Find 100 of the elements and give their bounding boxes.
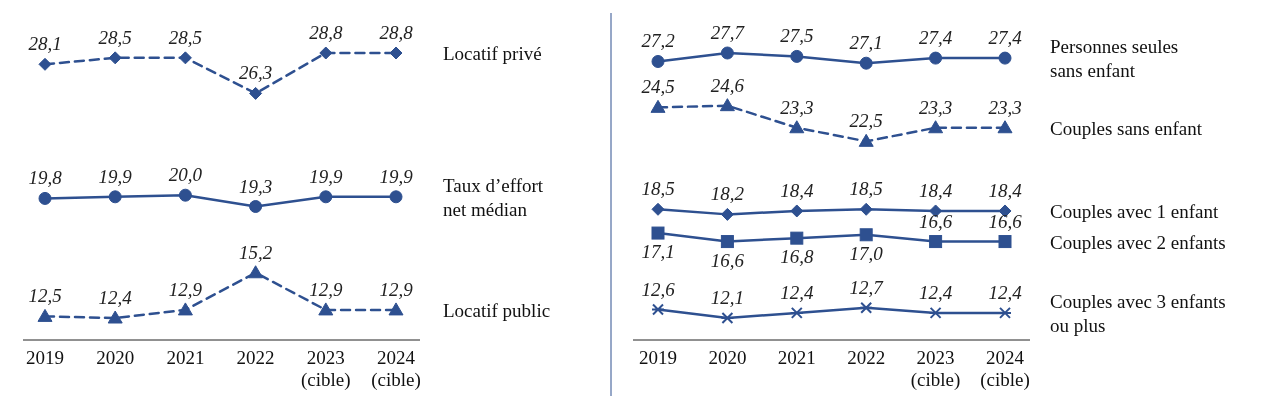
point	[998, 306, 1012, 319]
text: Taux d’effort net médian	[443, 174, 544, 220]
data-label: 27,1	[849, 32, 883, 54]
point	[177, 302, 193, 316]
data-label: 23,3	[988, 96, 1022, 118]
data-label: 12,4	[918, 281, 953, 303]
data-label: 18,5	[641, 178, 675, 200]
data-label: 12,7	[849, 276, 885, 298]
data-label: 12,4	[98, 287, 133, 308]
point	[720, 235, 734, 249]
text: Couples avec 1 enfant	[1050, 200, 1220, 222]
point	[859, 301, 874, 314]
x-tick-label: 2021	[166, 347, 205, 368]
point	[108, 51, 122, 65]
data-label: 28,5	[98, 26, 132, 48]
point	[720, 207, 734, 221]
x-tick-label: 2020	[96, 347, 135, 368]
data-label: 27,4	[918, 27, 953, 49]
data-label: 19,9	[309, 165, 343, 187]
point	[108, 190, 122, 204]
point	[998, 51, 1012, 65]
data-label: 28,8	[309, 22, 343, 43]
data-label: 28,5	[168, 26, 203, 48]
point	[38, 57, 52, 71]
data-label: 16,6	[710, 249, 745, 271]
point	[929, 51, 943, 65]
data-label: 18,4	[780, 179, 814, 201]
point	[859, 202, 873, 216]
data-label: 12,1	[710, 287, 745, 308]
data-label: 19,9	[379, 165, 414, 187]
data-label: 19,8	[28, 167, 63, 189]
point	[720, 46, 734, 60]
x-tick-label: 2023 (cible)	[301, 347, 351, 391]
point	[928, 306, 943, 319]
data-label: 12,9	[168, 278, 203, 300]
point	[319, 190, 333, 204]
point	[790, 231, 804, 245]
data-label: 22,5	[849, 110, 883, 132]
data-label: 16,6	[988, 210, 1023, 232]
point	[720, 312, 735, 324]
x-tick-label: 2023 (cible)	[910, 347, 961, 391]
text: Couples sans enfant	[1050, 117, 1203, 139]
point	[249, 86, 263, 100]
point	[650, 99, 666, 113]
point	[859, 56, 873, 70]
data-label: 27,4	[988, 27, 1023, 49]
data-label: 17,0	[849, 242, 884, 264]
point	[651, 54, 665, 68]
data-label: 23,3	[780, 96, 814, 118]
point	[38, 191, 52, 205]
point	[37, 308, 53, 322]
text: Couples avec 2 enfants	[1050, 231, 1226, 253]
x-tick-label: 2022	[236, 347, 275, 368]
point	[790, 204, 804, 218]
point	[789, 120, 805, 134]
x-tick-label: 2020	[708, 347, 747, 368]
data-label: 12,4	[988, 281, 1023, 303]
text: Locatif privé	[443, 43, 542, 64]
data-label: 12,6	[641, 278, 676, 300]
x-tick-label: 2024 (cible)	[980, 347, 1030, 391]
data-label: 15,2	[238, 241, 273, 263]
point	[389, 190, 403, 204]
data-label: 16,8	[780, 246, 814, 268]
data-label: 19,9	[98, 165, 133, 187]
data-label: 28,1	[28, 33, 62, 55]
data-label: 28,8	[379, 22, 414, 43]
data-label: 16,6	[918, 210, 953, 232]
data-label: 26,3	[238, 62, 273, 84]
data-label: 12,9	[379, 278, 414, 300]
text: Couples avec 3 enfants ou plus	[1050, 290, 1226, 336]
data-label: 12,9	[309, 278, 343, 300]
point	[318, 302, 334, 316]
data-label: 24,5	[641, 76, 675, 98]
data-label: 27,7	[710, 22, 746, 43]
x-tick-label: 2019	[26, 347, 64, 368]
data-label: 12,4	[780, 281, 814, 303]
point	[858, 133, 874, 147]
point	[651, 202, 665, 216]
data-label: 18,4	[988, 179, 1023, 201]
point	[388, 302, 404, 316]
x-tick-label: 2022	[847, 347, 886, 368]
data-label: 17,1	[641, 241, 675, 263]
x-tick-label: 2019	[639, 347, 677, 368]
point	[789, 306, 804, 319]
point	[319, 46, 333, 60]
x-tick-label: 2021	[777, 347, 816, 368]
text: Personnes seules sans enfant	[1050, 36, 1179, 82]
data-label: 23,3	[918, 96, 953, 118]
data-label: 18,4	[918, 179, 953, 201]
text: Locatif public	[443, 299, 551, 321]
point	[997, 120, 1013, 134]
point	[107, 310, 123, 324]
data-label: 27,2	[641, 30, 676, 52]
point	[719, 98, 735, 112]
point	[998, 235, 1012, 249]
data-label: 18,5	[849, 178, 883, 200]
point	[928, 120, 944, 134]
data-label: 27,5	[780, 25, 814, 47]
point	[651, 226, 665, 240]
point	[178, 51, 192, 65]
